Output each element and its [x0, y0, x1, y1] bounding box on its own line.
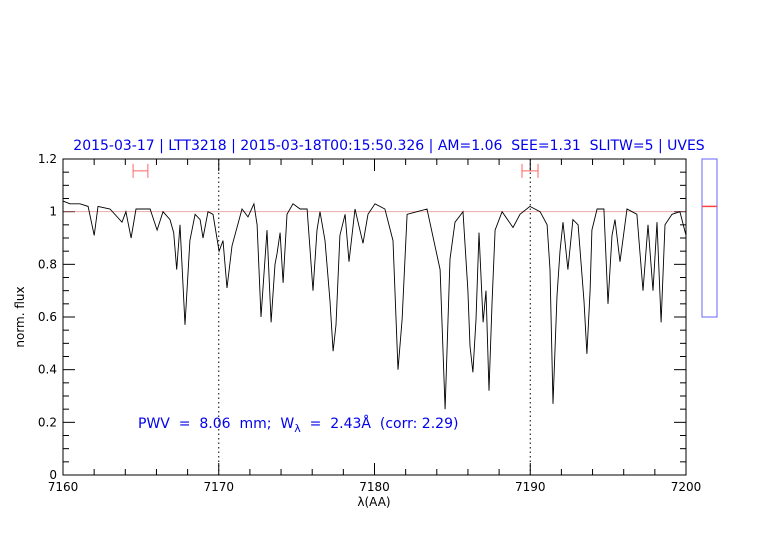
- y-tick-label: 0.4: [38, 363, 57, 377]
- y-tick-label: 1: [49, 205, 57, 219]
- pwv-annotation: PWV = 8.06 mm; Wλ = 2.43Å (corr: 2.29): [138, 415, 458, 435]
- x-tick-label: 7170: [203, 480, 234, 494]
- x-tick-label: 7180: [359, 480, 390, 494]
- y-axis-label: norm. flux: [13, 286, 27, 347]
- x-axis-label: λ(AA): [357, 495, 390, 509]
- side-indicator-box: [701, 158, 718, 318]
- annotation-part2: = 2.43Å (corr: 2.29): [301, 415, 459, 432]
- y-tick-label: 0.2: [38, 415, 57, 429]
- vertical-dotted-lines: [218, 159, 531, 475]
- x-tick-label: 7160: [48, 480, 79, 494]
- error-bar: [521, 163, 539, 178]
- x-tick-label: 7200: [671, 480, 702, 494]
- tick-labels: 7160 7170 7180 7190 7200 0 0.2 0.4 0.6 0.8 1 1.2: [38, 152, 701, 494]
- plot-frame: [62, 158, 687, 476]
- error-bar: [132, 163, 149, 178]
- spectrum-series-line: [62, 200, 687, 410]
- y-tick-label: 0: [49, 468, 57, 482]
- annotation-subscript: λ: [294, 422, 301, 435]
- y-tick-label: 0.6: [38, 310, 57, 324]
- annotation-part1: PWV = 8.06 mm; W: [138, 416, 294, 432]
- error-bars: [132, 163, 539, 178]
- y-tick-label: 1.2: [38, 152, 57, 166]
- y-tick-label: 0.8: [38, 257, 57, 271]
- chart-title: 2015-03-17 | LTT3218 | 2015-03-18T00:15:…: [73, 138, 705, 154]
- x-tick-label: 7190: [515, 480, 546, 494]
